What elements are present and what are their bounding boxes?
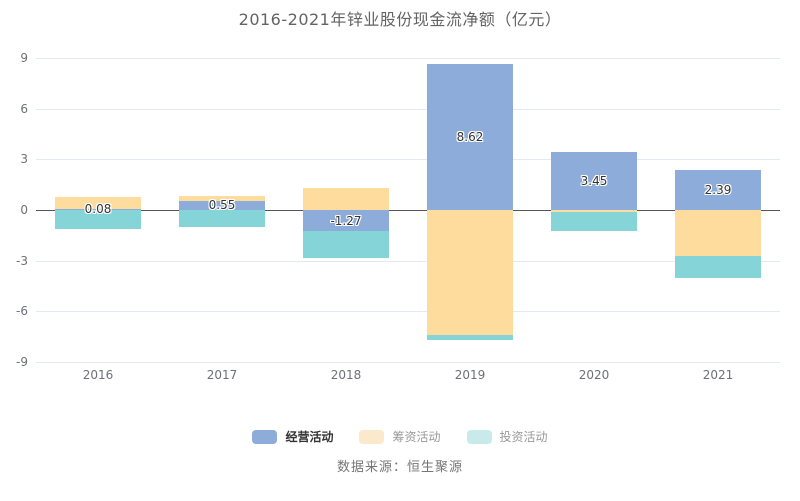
bar-segment-operating-2021: [675, 169, 761, 210]
bar-segment-financing-2016: [55, 196, 141, 209]
y-axis-tick-label: 3: [20, 152, 28, 167]
gridline: [36, 159, 780, 161]
bar-value-label-2016: 0.08: [84, 202, 112, 217]
legend-item-operating[interactable]: 经营活动: [252, 430, 333, 444]
x-axis-label-2020: 2020: [578, 368, 610, 382]
bar-segment-financing-2018: [303, 188, 389, 210]
x-axis-label-2018: 2018: [330, 368, 362, 382]
y-axis-tick-label: 9: [20, 50, 28, 65]
bar-segment-investing-2021: [675, 255, 761, 278]
legend-swatch-investing: [466, 430, 492, 444]
data-source-text: 数据来源：恒生聚源: [336, 460, 463, 475]
bar-segment-investing-2016: [55, 210, 141, 229]
bar-segment-operating-2020: [551, 151, 637, 210]
y-axis-tick-label: -9: [16, 355, 28, 370]
zero-axis-line: [36, 210, 780, 211]
gridline: [36, 311, 780, 313]
bar-segment-investing-2020: [551, 212, 637, 231]
bar-segment-operating-2018: [303, 210, 389, 232]
legend-label-investing: 投资活动: [499, 430, 548, 444]
legend-label-financing: 筹资活动: [392, 430, 441, 444]
bar-segment-operating-2017: [179, 200, 265, 210]
gridline: [36, 362, 780, 364]
y-axis-tick-label: 6: [20, 101, 28, 116]
y-axis-tick-label: -3: [16, 253, 28, 268]
x-axis-label-2017: 2017: [206, 368, 238, 382]
bar-segment-operating-2019: [427, 64, 513, 210]
gridline: [36, 57, 780, 59]
legend-swatch-operating: [252, 430, 278, 444]
legend-item-financing[interactable]: 筹资活动: [359, 430, 441, 444]
bar-value-label-2020: 3.45: [580, 173, 608, 188]
chart-title: 2016-2021年锌业股份现金流净额（亿元）: [238, 10, 562, 29]
x-axis-label-2016: 2016: [82, 368, 114, 382]
bar-value-label-2018: -1.27: [330, 213, 362, 228]
x-axis-label-2019: 2019: [454, 368, 486, 382]
bar-segment-investing-2017: [179, 210, 265, 227]
bar-segment-financing-2020: [551, 210, 637, 213]
legend-item-investing[interactable]: 投资活动: [466, 430, 548, 444]
bar-segment-investing-2019: [427, 335, 513, 341]
y-axis-tick-label: -6: [16, 304, 28, 319]
bar-value-label-2019: 8.62: [456, 130, 484, 145]
legend-swatch-financing: [359, 430, 385, 444]
legend-label-operating: 经营活动: [285, 430, 334, 444]
gridline: [36, 260, 780, 262]
bar-segment-operating-2016: [55, 208, 141, 210]
bar-segment-financing-2017: [179, 195, 265, 201]
bar-value-label-2021: 2.39: [704, 182, 732, 197]
bar-segment-financing-2021: [675, 210, 761, 256]
bar-segment-financing-2019: [427, 210, 513, 336]
gridline: [36, 108, 780, 110]
chart-legend: 经营活动 筹资活动 投资活动: [0, 430, 800, 444]
x-axis-label-2021: 2021: [702, 368, 734, 382]
bar-value-label-2017: 0.55: [208, 198, 236, 213]
bar-segment-investing-2018: [303, 231, 389, 259]
y-axis-tick-label: 0: [20, 203, 28, 217]
